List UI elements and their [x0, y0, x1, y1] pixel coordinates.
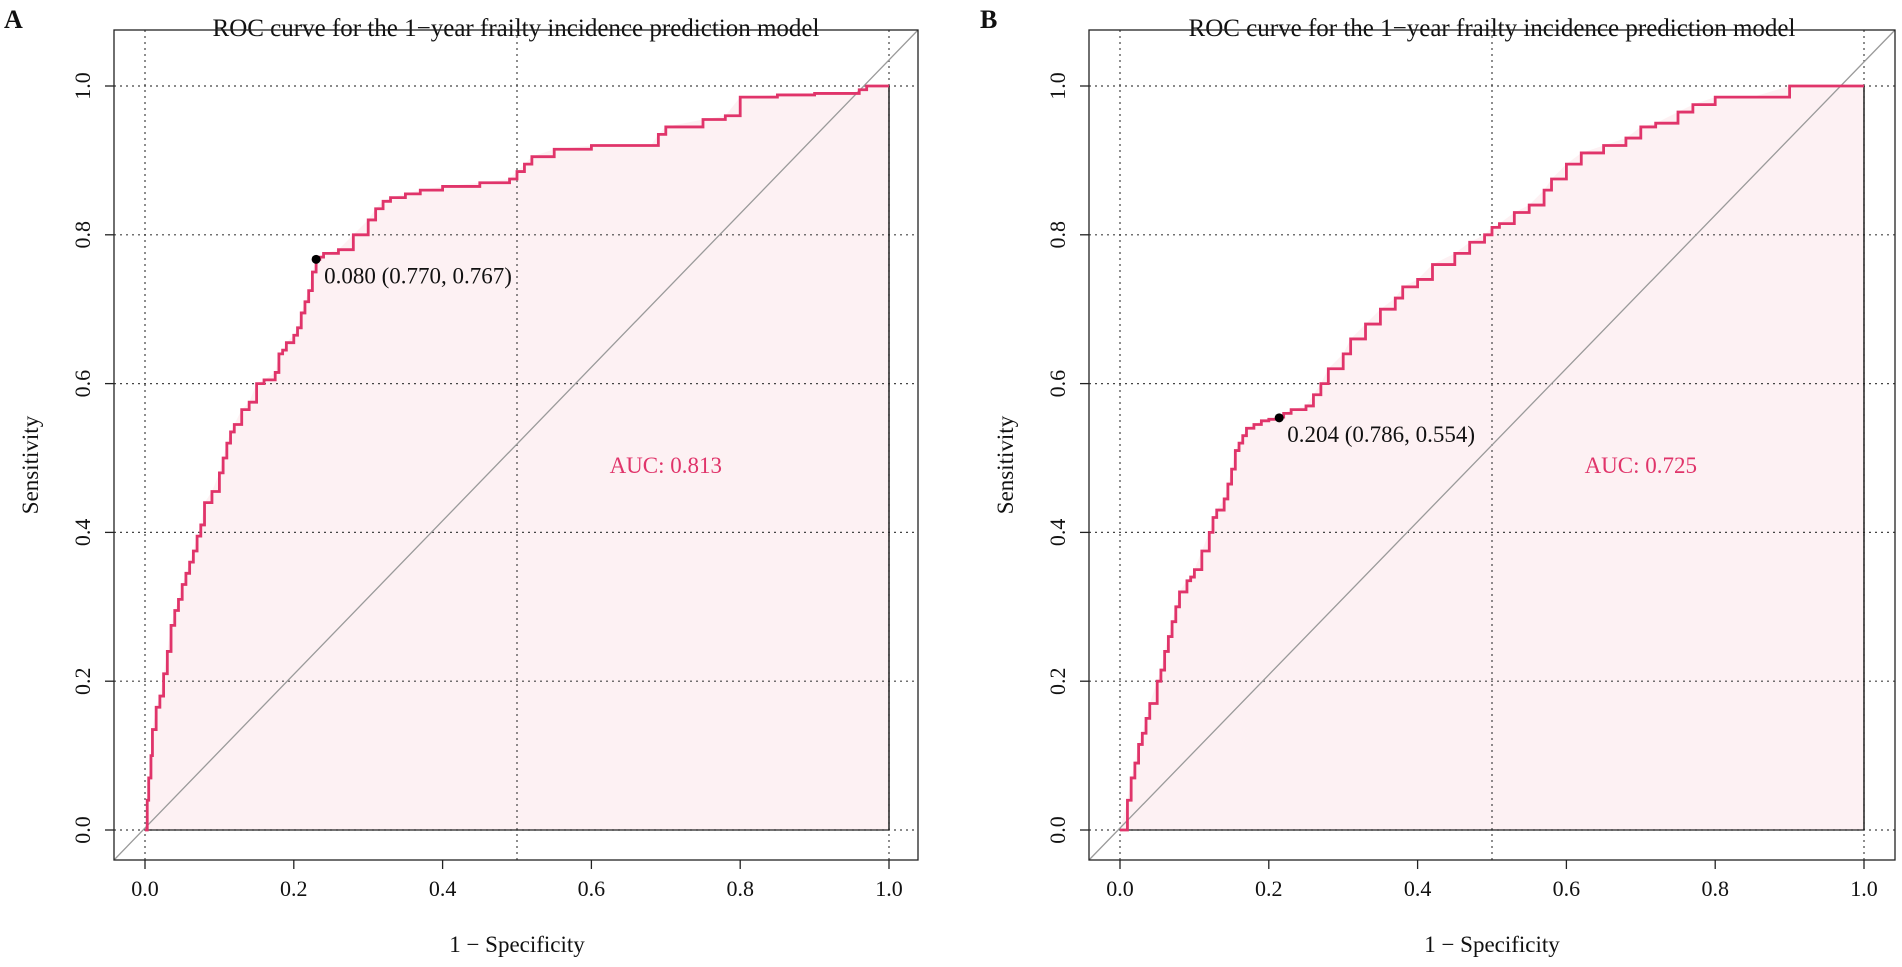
panel-b-y-tick-label-0: 0.0: [1045, 816, 1070, 844]
panel-b: B ROC curve for the 1−year frailty incide…: [980, 5, 1896, 957]
panel-b-x-tick-label-2: 0.4: [1404, 876, 1432, 901]
panel-a-threshold-point: [311, 254, 321, 264]
panel-b-diagonal: [1088, 29, 1896, 861]
panel-b-y-tick-label-5: 1.0: [1045, 72, 1070, 100]
panel-a-y-tick-label-0: 0.0: [70, 816, 95, 844]
panel-a: A ROC curve for the 1−year frailty incide…: [4, 5, 919, 957]
panel-a-x-tick-label-4: 0.8: [726, 876, 754, 901]
panel-b-x-tick-label-3: 0.6: [1553, 876, 1581, 901]
panel-a-letter: A: [4, 5, 23, 34]
panel-a-x-tick-label-5: 1.0: [875, 876, 903, 901]
panel-a-x-tick-label-2: 0.4: [429, 876, 457, 901]
panel-b-x-axis-label: 1 − Specificity: [1424, 932, 1560, 957]
panel-a-y-tick-label-2: 0.4: [70, 519, 95, 547]
panel-b-x-tick-label-0: 0.0: [1106, 876, 1134, 901]
panel-b-y-tick-label-2: 0.4: [1045, 519, 1070, 547]
panel-a-plot-frame: [113, 29, 919, 861]
panel-b-plot-frame: [1088, 29, 1896, 861]
panel-b-x-tick-label-4: 0.8: [1701, 876, 1729, 901]
panel-a-threshold-label: 0.080 (0.770, 0.767): [324, 263, 512, 288]
panel-b-y-tick-label-1: 0.2: [1045, 667, 1070, 695]
panel-b-threshold-label: 0.204 (0.786, 0.554): [1287, 422, 1475, 447]
panel-a-diagonal: [113, 29, 919, 861]
panel-a-y-tick-label-4: 0.8: [70, 221, 95, 249]
panel-b-roc-curve: [1120, 84, 1864, 832]
panel-b-letter: B: [980, 5, 997, 34]
panel-b-x-tick-label-5: 1.0: [1850, 876, 1878, 901]
panel-a-x-axis-label: 1 − Specificity: [449, 932, 585, 957]
panel-a-roc-curve: [145, 84, 889, 832]
panel-a-title: ROC curve for the 1−year frailty inciden…: [213, 15, 820, 42]
panel-a-y-tick-label-1: 0.2: [70, 667, 95, 695]
panel-a-x-tick-label-1: 0.2: [280, 876, 308, 901]
panel-b-auc-label: AUC: 0.725: [1585, 453, 1697, 478]
panel-a-y-axis-label: Sensitivity: [18, 415, 43, 514]
panel-b-y-tick-label-3: 0.6: [1045, 370, 1070, 398]
panel-b-threshold-point: [1274, 413, 1284, 423]
panel-a-y-tick-label-5: 1.0: [70, 72, 95, 100]
panel-b-x-tick-label-1: 0.2: [1255, 876, 1283, 901]
panel-a-x-tick-label-3: 0.6: [578, 876, 606, 901]
panel-a-x-tick-label-0: 0.0: [131, 876, 159, 901]
panel-b-y-tick-label-4: 0.8: [1045, 221, 1070, 249]
panel-a-auc-label: AUC: 0.813: [610, 453, 722, 478]
panel-a-y-tick-label-3: 0.6: [70, 370, 95, 398]
panel-b-y-axis-label: Sensitivity: [993, 415, 1018, 514]
